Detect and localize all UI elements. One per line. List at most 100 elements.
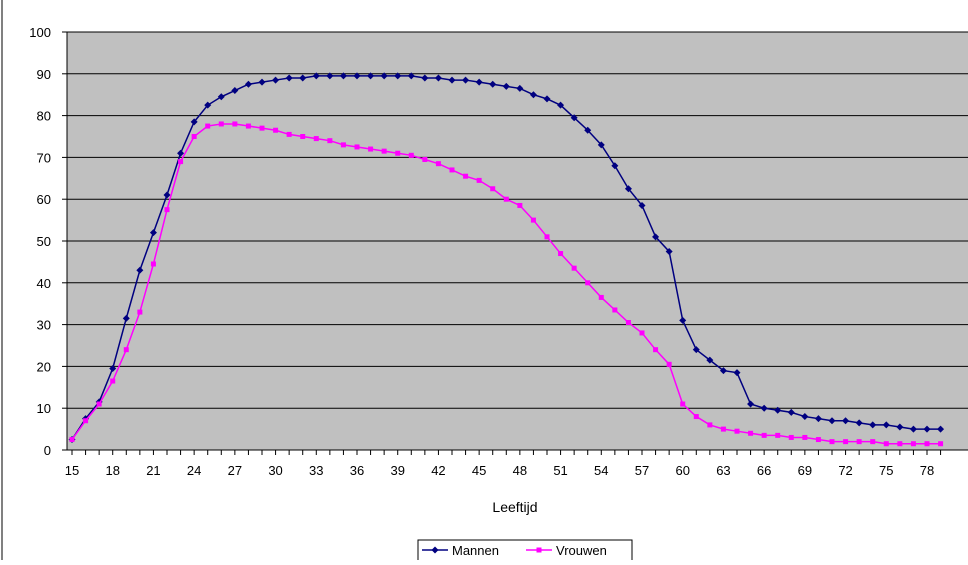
- data-point-vrouwen: [435, 161, 441, 167]
- data-point-vrouwen: [734, 428, 740, 434]
- legend-label-mannen: Mannen: [452, 543, 499, 558]
- data-point-vrouwen: [788, 434, 794, 440]
- data-point-mannen: [774, 406, 782, 414]
- x-tick-label: 15: [65, 463, 79, 478]
- data-point-mannen: [448, 76, 456, 84]
- series-layer: [68, 72, 945, 447]
- data-point-vrouwen: [897, 441, 903, 447]
- data-point-mannen: [624, 185, 632, 193]
- data-point-mannen: [394, 72, 402, 80]
- data-point-mannen: [760, 404, 768, 412]
- data-point-vrouwen: [653, 347, 659, 353]
- x-tick-label: 39: [390, 463, 404, 478]
- data-point-mannen: [272, 76, 280, 84]
- data-point-mannen: [923, 425, 931, 433]
- data-point-mannen: [244, 80, 252, 88]
- x-tick-label: 75: [879, 463, 893, 478]
- data-point-mannen: [516, 84, 524, 92]
- data-point-vrouwen: [924, 441, 930, 447]
- data-point-mannen: [217, 93, 225, 101]
- x-tick-label: 60: [675, 463, 689, 478]
- data-point-mannen: [299, 74, 307, 82]
- data-point-vrouwen: [327, 138, 333, 144]
- data-point-vrouwen: [300, 134, 306, 139]
- data-point-vrouwen: [354, 144, 360, 150]
- data-point-vrouwen: [381, 148, 387, 154]
- data-point-mannen: [801, 413, 809, 421]
- x-tick-label: 18: [105, 463, 119, 478]
- data-point-mannen: [638, 201, 646, 209]
- data-point-mannen: [719, 367, 727, 375]
- y-tick-label: 50: [37, 234, 51, 249]
- data-point-mannen: [326, 72, 334, 80]
- data-point-vrouwen: [775, 432, 781, 438]
- data-point-mannen: [597, 141, 605, 149]
- y-tick-label: 80: [37, 109, 51, 124]
- data-point-vrouwen: [639, 330, 645, 336]
- x-tick-label: 69: [798, 463, 812, 478]
- x-tick-label: 78: [920, 463, 934, 478]
- data-point-mannen: [163, 191, 171, 199]
- data-point-mannen: [177, 149, 185, 157]
- data-point-mannen: [339, 72, 347, 80]
- data-point-vrouwen: [490, 186, 496, 192]
- data-point-vrouwen: [544, 234, 550, 240]
- data-point-vrouwen: [517, 202, 523, 208]
- legend: Mannen Vrouwen: [417, 539, 633, 563]
- data-point-vrouwen: [191, 134, 197, 139]
- data-point-vrouwen: [843, 439, 849, 445]
- x-tick-label: 30: [268, 463, 282, 478]
- data-point-vrouwen: [680, 401, 686, 407]
- data-point-mannen: [136, 266, 144, 274]
- data-point-mannen: [489, 80, 497, 88]
- data-point-vrouwen: [273, 127, 279, 133]
- data-point-vrouwen: [870, 439, 876, 445]
- y-tick-label: 40: [37, 276, 51, 291]
- data-point-vrouwen: [802, 434, 808, 440]
- data-point-vrouwen: [286, 131, 292, 137]
- data-point-mannen: [584, 126, 592, 134]
- data-point-mannen: [557, 101, 565, 109]
- data-point-vrouwen: [69, 437, 75, 443]
- data-point-mannen: [231, 87, 239, 95]
- x-tick-label: 27: [228, 463, 242, 478]
- data-point-vrouwen: [938, 441, 944, 447]
- gridlines: [67, 31, 968, 409]
- data-point-mannen: [882, 421, 890, 429]
- data-point-mannen: [407, 72, 415, 80]
- data-point-mannen: [543, 95, 551, 103]
- x-tick-label: 33: [309, 463, 323, 478]
- data-point-mannen: [828, 417, 836, 425]
- data-point-vrouwen: [761, 432, 767, 438]
- y-axis: 0 10 20 30 40 50 60 70 80 90 100: [29, 25, 68, 458]
- data-point-mannen: [937, 425, 945, 433]
- data-point-vrouwen: [598, 294, 604, 300]
- data-point-vrouwen: [476, 177, 482, 183]
- data-point-mannen: [814, 415, 822, 423]
- data-point-mannen: [149, 229, 157, 237]
- data-point-vrouwen: [707, 422, 713, 428]
- data-point-vrouwen: [530, 217, 536, 223]
- data-point-mannen: [204, 101, 212, 109]
- data-point-vrouwen: [368, 146, 374, 152]
- data-point-mannen: [665, 247, 673, 255]
- data-point-vrouwen: [96, 401, 102, 407]
- x-axis: 15 18 21 24 27 30 33 36 39 42 45 48 51 54 57 60 63 66 69 72…: [65, 449, 968, 478]
- data-point-vrouwen: [408, 152, 414, 158]
- data-point-mannen: [109, 364, 117, 372]
- data-point-vrouwen: [883, 441, 889, 447]
- data-point-mannen: [909, 425, 917, 433]
- y-tick-label: 60: [37, 192, 51, 207]
- data-point-vrouwen: [232, 121, 238, 127]
- data-point-mannen: [475, 78, 483, 86]
- y-tick-label: 90: [37, 67, 51, 82]
- x-tick-label: 48: [513, 463, 527, 478]
- legend-label-vrouwen: Vrouwen: [556, 543, 607, 558]
- data-point-vrouwen: [218, 121, 224, 127]
- data-point-vrouwen: [164, 207, 170, 213]
- data-point-mannen: [502, 82, 510, 90]
- y-tick-label: 0: [44, 443, 51, 458]
- data-point-mannen: [733, 369, 741, 377]
